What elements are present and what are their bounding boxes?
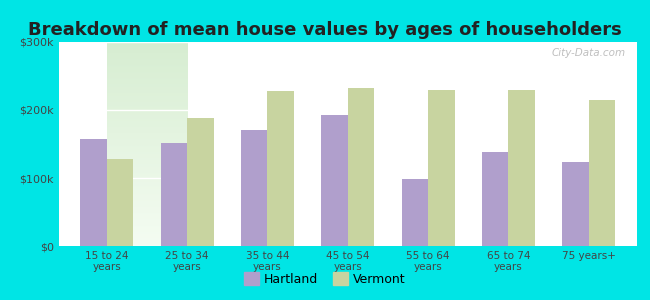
Bar [187,118,214,246]
Bar [241,130,267,246]
Bar [321,115,348,246]
Bar [562,162,589,246]
Bar [428,90,454,246]
Bar [348,88,374,246]
Bar [161,142,187,246]
Bar [402,179,428,246]
Legend: Hartland, Vermont: Hartland, Vermont [239,267,411,291]
Bar [80,139,107,246]
Bar [267,91,294,246]
Text: Breakdown of mean house values by ages of householders: Breakdown of mean house values by ages o… [28,21,622,39]
Bar [589,100,616,246]
Bar [107,159,133,246]
Bar [482,152,508,246]
Text: City-Data.com: City-Data.com [551,48,625,58]
Bar [508,90,535,246]
